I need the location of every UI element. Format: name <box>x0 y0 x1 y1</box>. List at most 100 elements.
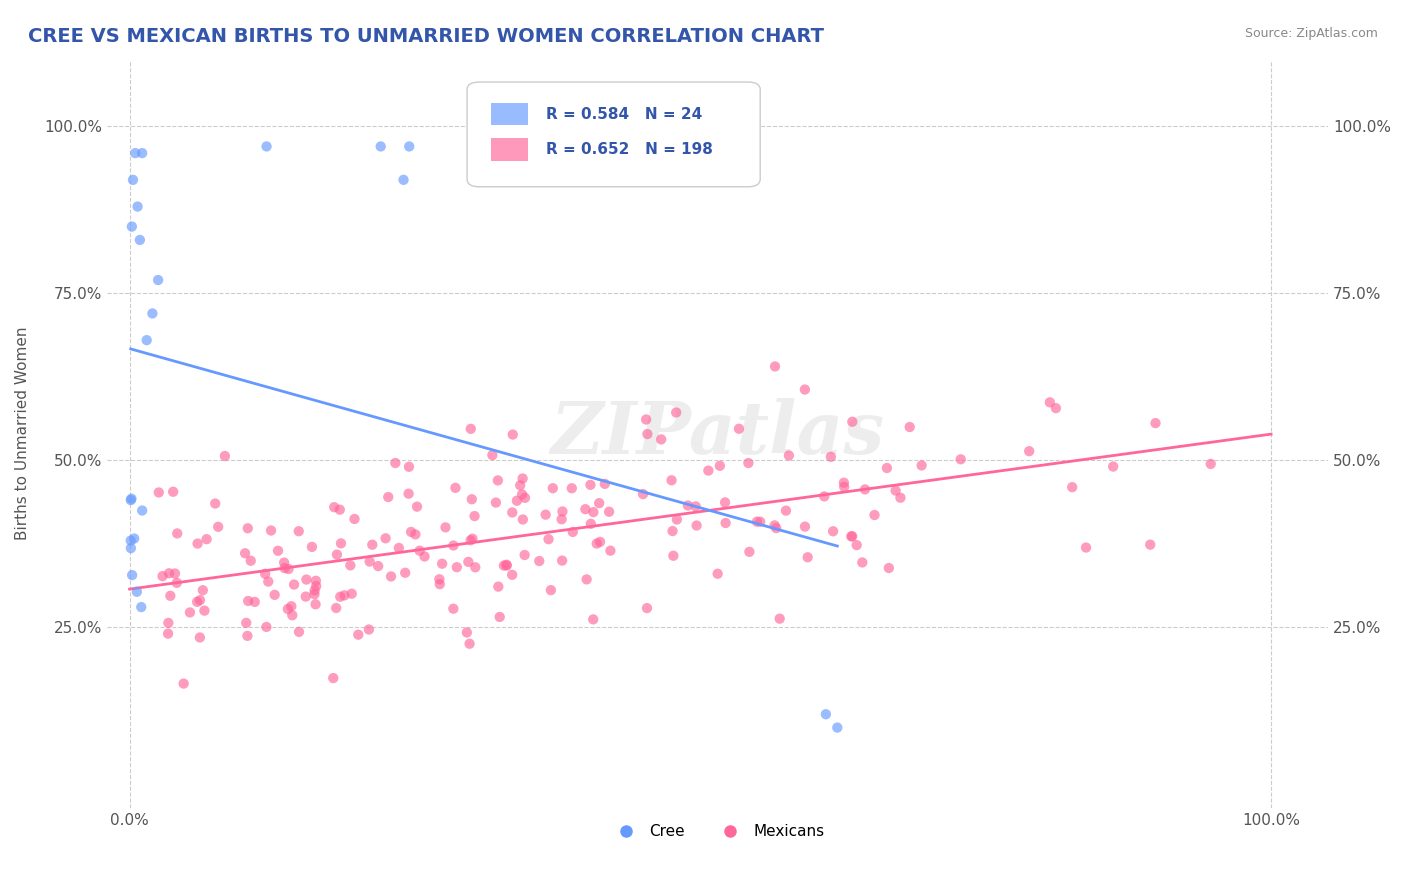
Point <box>636 601 658 615</box>
Point <box>120 493 142 508</box>
Point <box>488 610 510 624</box>
Point <box>501 567 523 582</box>
Point <box>404 527 426 541</box>
Point <box>129 600 152 615</box>
Point <box>650 433 672 447</box>
Point <box>287 524 309 539</box>
Point <box>429 577 451 591</box>
Point <box>370 139 392 153</box>
Point <box>827 721 849 735</box>
Point <box>599 543 621 558</box>
Point <box>152 569 174 583</box>
Point <box>195 532 218 546</box>
Point <box>429 572 451 586</box>
Point <box>343 512 366 526</box>
Point <box>280 599 302 614</box>
Point <box>796 550 818 565</box>
Point <box>434 520 457 534</box>
Point <box>384 456 406 470</box>
Point <box>1102 459 1125 474</box>
Point <box>380 569 402 583</box>
Point <box>305 574 328 588</box>
Point <box>495 558 517 573</box>
Point <box>492 558 515 573</box>
Point <box>697 464 720 478</box>
Point <box>446 560 468 574</box>
Point <box>460 422 482 436</box>
Point <box>775 503 797 517</box>
Point <box>430 557 453 571</box>
Point <box>551 504 574 518</box>
Point <box>121 491 143 506</box>
Point <box>910 458 932 473</box>
Text: ZIPatlas: ZIPatlas <box>550 398 884 469</box>
Point <box>485 495 508 509</box>
Point <box>124 146 146 161</box>
Point <box>598 505 620 519</box>
Point <box>340 587 363 601</box>
Text: R = 0.652   N = 198: R = 0.652 N = 198 <box>547 142 713 157</box>
Point <box>1139 538 1161 552</box>
Point <box>823 524 845 539</box>
Point <box>121 219 143 234</box>
Point <box>128 233 150 247</box>
Point <box>394 566 416 580</box>
Point <box>513 491 536 505</box>
Point <box>377 490 399 504</box>
Point <box>304 583 326 598</box>
Point <box>413 549 436 564</box>
Point <box>323 500 346 515</box>
Point <box>398 139 420 153</box>
Point <box>339 558 361 573</box>
Point <box>239 554 262 568</box>
Point <box>367 559 389 574</box>
Point <box>863 508 886 522</box>
Point <box>257 574 280 589</box>
Point <box>661 524 683 538</box>
Point <box>884 483 907 498</box>
Point <box>460 533 482 548</box>
Point <box>709 458 731 473</box>
Point <box>235 615 257 630</box>
Point <box>444 481 467 495</box>
Point <box>281 608 304 623</box>
Point <box>238 594 260 608</box>
Point <box>207 520 229 534</box>
Point <box>706 566 728 581</box>
Point <box>793 383 815 397</box>
Point <box>510 487 533 501</box>
Point <box>832 480 855 494</box>
Point <box>481 448 503 462</box>
Point <box>127 200 149 214</box>
Point <box>949 452 972 467</box>
Point <box>486 474 509 488</box>
Point <box>464 560 486 574</box>
Point <box>141 306 163 320</box>
Bar <box>492 138 529 161</box>
Point <box>233 546 256 560</box>
Point <box>588 496 610 510</box>
Point <box>361 538 384 552</box>
Point <box>456 625 478 640</box>
Point <box>636 427 658 442</box>
Point <box>359 555 381 569</box>
Point <box>441 601 464 615</box>
Point <box>845 538 868 552</box>
Point <box>582 505 605 519</box>
Point <box>506 493 529 508</box>
Point <box>301 540 323 554</box>
Point <box>173 676 195 690</box>
Point <box>550 512 572 526</box>
Point <box>574 502 596 516</box>
Point <box>1144 416 1167 430</box>
Point <box>322 671 344 685</box>
Point <box>120 533 142 548</box>
Point <box>457 555 479 569</box>
Point <box>665 512 688 526</box>
Point <box>529 554 551 568</box>
Point <box>236 629 259 643</box>
Point <box>159 589 181 603</box>
Point <box>157 615 180 630</box>
Point <box>851 556 873 570</box>
Point <box>813 489 835 503</box>
